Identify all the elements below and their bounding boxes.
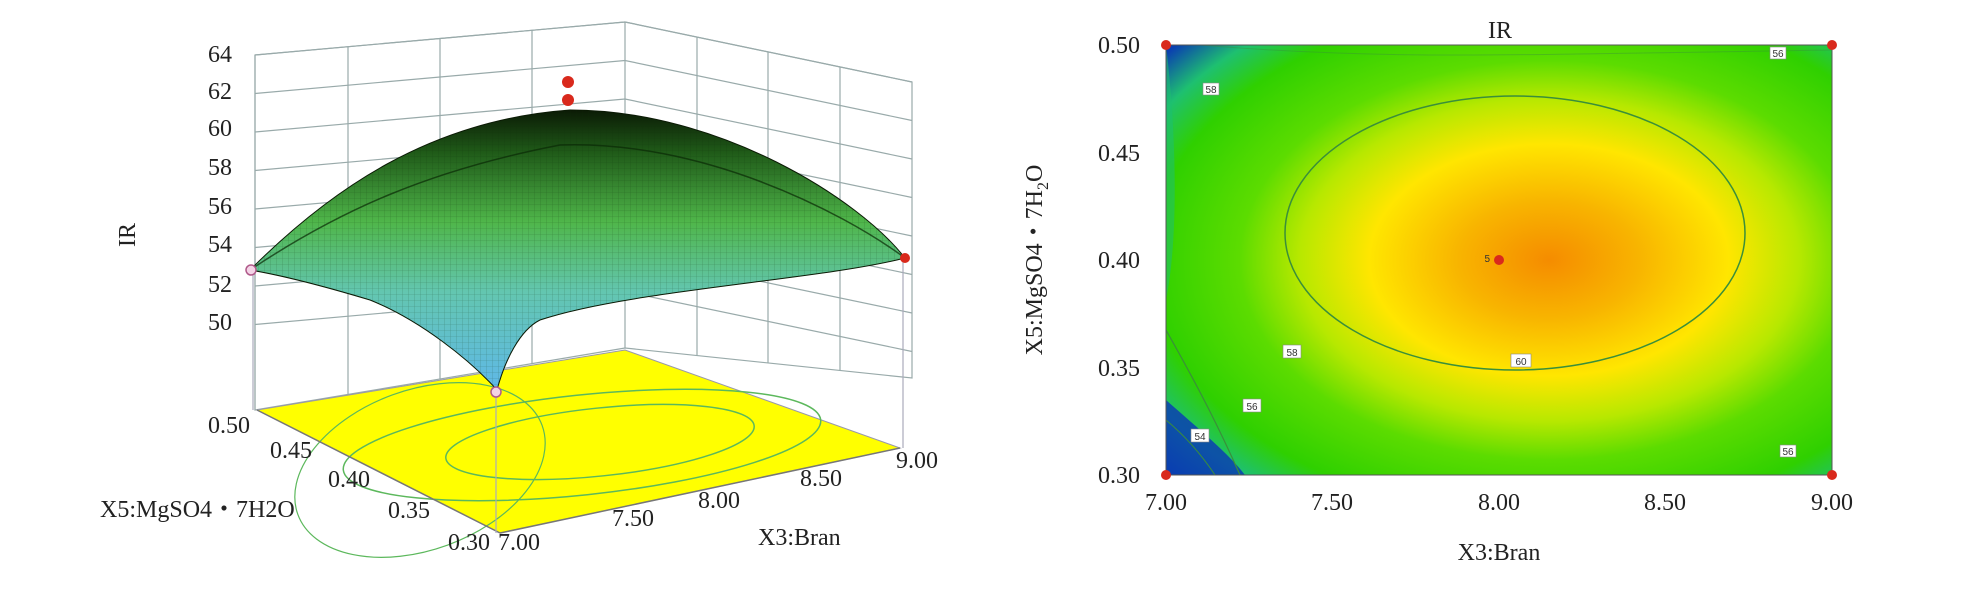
x-tick: 9.00 [1811,490,1853,516]
x-tick: 8.50 [1644,490,1686,516]
x-tick: 8.00 [698,488,740,514]
z-tick: 60 [208,116,232,142]
design-point [1161,40,1171,50]
x-tick: 9.00 [896,448,938,474]
contour-line [1166,419,1216,475]
y-tick: 0.45 [270,438,312,464]
contour-label: 56 [1772,49,1784,60]
design-point [1161,470,1171,480]
design-point [245,264,257,276]
surface-chart: 64 62 60 58 56 54 52 50 IR 0.50 0.45 0.4… [100,21,938,558]
x-axis-label: X3:Bran [758,525,841,551]
z-axis-ticks: 64 62 60 58 56 54 52 50 [208,42,232,336]
y-tick: 0.30 [1098,463,1140,489]
contour-label-box [1242,398,1262,413]
x-tick: 7.00 [498,530,540,556]
contour-label-box [1282,344,1302,359]
z-axis-label: IR [115,223,141,247]
z-tick: 62 [208,79,232,105]
contour-x-ticks: 7.00 7.50 8.00 8.50 9.00 [1145,490,1853,516]
y-tick: 0.40 [328,467,370,493]
z-tick: 50 [208,310,232,336]
contour-label: 56 [1782,447,1794,458]
contour-line [1166,329,1241,475]
z-tick: 54 [208,232,232,258]
z-gridline [254,98,913,160]
contour-label: 58 [1205,85,1217,96]
z-tick: 64 [208,42,232,68]
contour-x-label: X3:Bran [1458,540,1541,566]
design-point [900,253,910,263]
contour-label: 60 [1515,357,1527,368]
z-tick: 52 [208,272,232,298]
y-label-end: O [1022,165,1048,182]
floor-contour [342,388,822,502]
y-axis-line [256,409,501,534]
contour-y-label: X5:MgSO4・7H2O [1022,165,1052,356]
plot-frame [1165,44,1833,476]
contour-title: IR [1488,18,1512,44]
design-point [1827,470,1837,480]
contour-label-box [1202,82,1220,96]
contour-label-box [1769,46,1787,60]
contour-y-ticks: 0.50 0.45 0.40 0.35 0.30 [1098,33,1140,489]
design-point [562,76,574,88]
y-tick: 0.50 [1098,33,1140,59]
floor-contour [445,403,755,481]
y-axis-ticks: 0.50 0.45 0.40 0.35 0.30 [208,413,490,556]
x-tick: 7.00 [1145,490,1187,516]
x-axis-line [499,447,901,534]
z-gridline [254,59,913,122]
contour-labels: 58 56 58 56 54 60 56 [1190,46,1797,458]
design-point [490,386,502,398]
z-tick: 56 [208,194,232,220]
x-tick: 7.50 [612,506,654,532]
contour-label-box [1779,444,1797,458]
x-axis-ticks: 7.00 7.50 8.00 8.50 9.00 [498,448,938,556]
y-tick: 0.40 [1098,248,1140,274]
contour-label-box [1510,353,1532,368]
y-tick: 0.35 [388,498,430,524]
y-axis-label: X5:MgSO4・7H2O [100,497,295,523]
center-point-label: 5 [1484,254,1490,265]
y-tick: 0.50 [208,413,250,439]
surface-floor [255,349,902,558]
contour-line [1284,95,1746,371]
x-tick: 7.50 [1311,490,1353,516]
y-label-main: X5:MgSO4・7H [1022,190,1048,355]
y-label-sub: 2 [1035,182,1052,190]
floor-contour [294,382,546,558]
x-tick: 8.00 [1478,490,1520,516]
y-tick: 0.30 [448,530,490,556]
contour-label: 56 [1246,402,1258,413]
surface-mesh [250,110,905,390]
contour-line [1199,45,1832,56]
contour-label: 54 [1194,432,1206,443]
design-point [1827,40,1837,50]
z-gridline [254,21,913,83]
surface-ridge [249,144,906,271]
x-tick: 8.50 [800,466,842,492]
y-tick: 0.45 [1098,141,1140,167]
contour-label: 58 [1286,348,1298,359]
contour-label-box [1190,428,1210,443]
contour-chart: IR 58 56 58 56 54 60 56 [1022,18,1853,566]
design-point [1494,255,1504,265]
y-tick: 0.35 [1098,356,1140,382]
cold-zone [1166,45,1175,300]
z-tick: 58 [208,155,232,181]
design-point [562,94,574,106]
